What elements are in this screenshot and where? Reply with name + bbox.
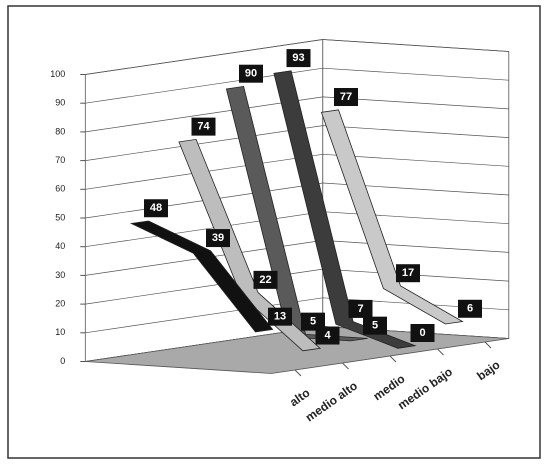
grid-line — [85, 153, 509, 190]
value-label: 4 — [324, 329, 331, 341]
value-label: 39 — [212, 232, 224, 244]
value-label: 74 — [197, 121, 210, 133]
y-tick-label: 60 — [55, 184, 65, 194]
value-label: 93 — [292, 52, 304, 64]
floor — [85, 326, 509, 374]
value-label-box — [253, 270, 278, 289]
value-label-box — [458, 299, 482, 318]
value-label-box — [301, 312, 325, 331]
grid-line — [85, 67, 509, 104]
grid-line — [85, 125, 509, 161]
y-tick-label: 70 — [55, 155, 65, 165]
grid-line — [85, 297, 509, 334]
value-label-box — [286, 49, 311, 68]
ribbon — [320, 109, 464, 325]
value-label: 17 — [402, 267, 414, 279]
y-tick-label: 30 — [55, 270, 65, 280]
value-label-box — [396, 264, 420, 283]
value-label: 90 — [245, 68, 257, 80]
value-label: 5 — [372, 320, 378, 332]
grid-line — [85, 96, 509, 133]
value-label: 22 — [259, 274, 271, 286]
x-tick — [484, 341, 492, 349]
value-label: 7 — [357, 303, 363, 315]
y-tick-label: 90 — [55, 98, 65, 108]
y-tick-label: 100 — [50, 69, 65, 79]
value-label-box — [348, 299, 373, 318]
x-tick — [342, 362, 349, 370]
value-label-box — [315, 326, 340, 345]
y-tick-label: 20 — [55, 298, 65, 308]
value-label-box — [206, 229, 230, 248]
value-label-box — [239, 64, 263, 83]
y-tick-label: 80 — [55, 126, 65, 136]
value-label-box — [334, 88, 358, 107]
y-tick-label: 10 — [55, 327, 65, 337]
y-tick-label: 40 — [55, 241, 65, 251]
value-label: 0 — [419, 327, 425, 339]
value-label-box — [268, 307, 292, 326]
y-tick-label: 50 — [55, 212, 65, 222]
value-label-box — [191, 117, 216, 136]
x-tick — [437, 348, 444, 356]
x-tick — [389, 355, 397, 363]
value-label-box — [144, 199, 168, 218]
grid-line — [85, 39, 509, 75]
value-label: 77 — [340, 91, 352, 103]
value-label-box — [363, 316, 387, 335]
x-tick — [294, 369, 302, 377]
value-label: 6 — [467, 303, 473, 315]
y-tick-label: 0 — [60, 356, 65, 366]
value-label: 48 — [150, 202, 162, 214]
ribbon — [130, 220, 274, 333]
value-label: 13 — [274, 311, 286, 323]
value-label: 5 — [310, 316, 316, 328]
value-label-box — [410, 324, 435, 342]
ribbon — [273, 70, 417, 349]
